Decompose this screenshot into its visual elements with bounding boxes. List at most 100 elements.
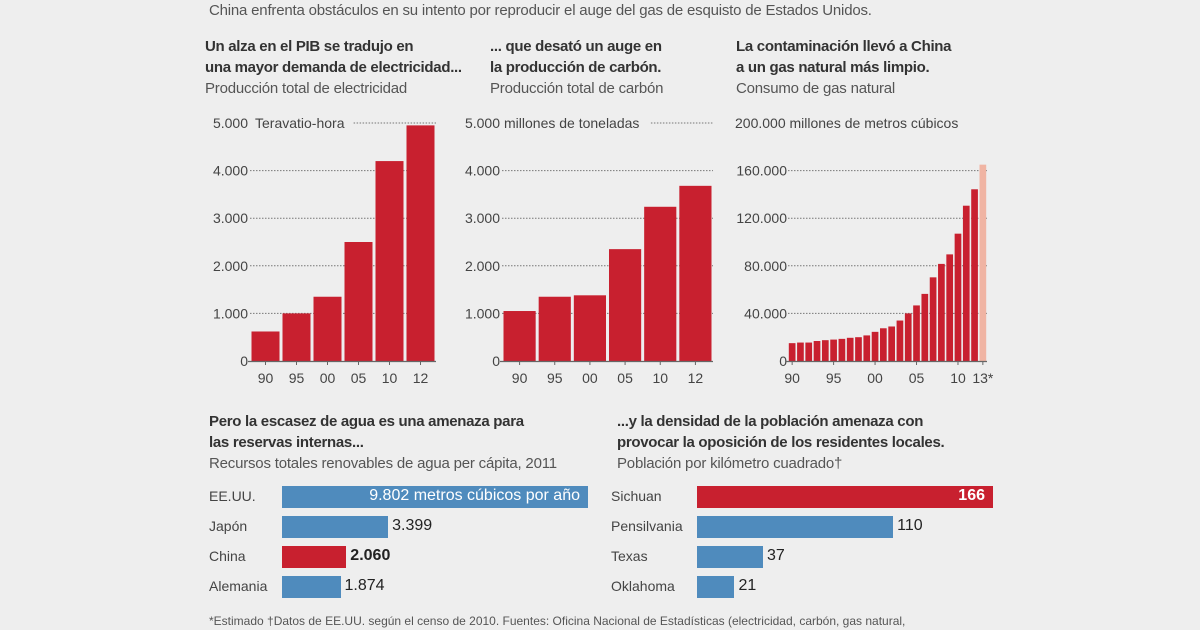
panel-title-line: Pero la escasez de agua es una amenaza p… — [209, 413, 524, 430]
bar — [679, 185, 712, 361]
bar — [888, 326, 895, 361]
bar — [797, 342, 804, 361]
ytick-label: 3.000 — [465, 210, 500, 226]
bar-value-label: 110 — [897, 517, 923, 534]
ytick-label: 0 — [492, 353, 500, 369]
bar — [962, 205, 970, 361]
bar — [821, 340, 829, 361]
bar — [573, 295, 606, 361]
bar-value-label: 3.399 — [392, 517, 433, 534]
ytick-label: 80.000 — [744, 258, 787, 274]
ytick-label: 1.000 — [465, 305, 500, 321]
bar — [282, 546, 347, 568]
ytick-label: 120.000 — [736, 210, 787, 226]
panel-coal: ... que desató un auge en la producción … — [490, 36, 663, 99]
panel-title-line: la producción de carbón. — [490, 59, 662, 76]
bar — [644, 206, 677, 361]
xtick-label: 90 — [784, 370, 800, 386]
panel-gas: La contaminación llevó a China a un gas … — [736, 36, 952, 99]
bar — [697, 516, 894, 538]
bar — [913, 305, 920, 361]
gas-chart: 0 40.000 80.000 120.000 160.000 200.000 millo… — [735, 115, 994, 386]
bar — [979, 164, 987, 361]
xtick-label: 00 — [320, 370, 336, 386]
bar — [788, 343, 796, 361]
bar — [946, 254, 954, 361]
panel-population: ...y la densidad de la población amenaza… — [617, 411, 945, 474]
xtick-label: 12 — [413, 370, 429, 386]
ytick-label: 40.000 — [744, 305, 787, 321]
bar — [282, 486, 588, 508]
bar-category-label: EE.UU. — [209, 488, 256, 504]
ytick-label: 2.000 — [213, 258, 248, 274]
bar — [406, 125, 435, 361]
ytick-label: 0 — [240, 353, 248, 369]
bar — [813, 341, 821, 361]
bar — [863, 335, 871, 361]
bar — [921, 293, 929, 361]
ytick-label: 4.000 — [465, 163, 500, 179]
bar — [971, 189, 978, 361]
bar-category-label: Alemania — [209, 578, 268, 594]
subhead: China enfrenta obstáculos en su intento … — [209, 2, 872, 19]
ytick-label: 1.000 — [213, 305, 248, 321]
ytick-label: 0 — [779, 353, 787, 369]
bar-category-label: Pensilvania — [611, 518, 683, 534]
panel-subtitle: Producción total de carbón — [490, 80, 664, 97]
bar — [855, 337, 862, 361]
bar — [938, 263, 945, 361]
panel-electricity: Un alza en el PIB se tradujo en una mayo… — [205, 36, 462, 99]
bar-value-label: 37 — [766, 547, 785, 564]
bar-value-label: 9.802 metros cúbicos por año — [369, 487, 580, 504]
bar — [904, 313, 912, 361]
bar — [375, 161, 404, 361]
water-chart: EE.UU. 9.802 metros cúbicos por año Japón 3… — [209, 486, 599, 606]
xtick-label: 00 — [582, 370, 598, 386]
xtick-label: 95 — [826, 370, 842, 386]
bar — [871, 331, 879, 361]
bar — [846, 337, 854, 361]
bar — [830, 339, 837, 361]
panel-title-line: provocar la oposición de los residentes … — [617, 434, 945, 451]
bar — [282, 516, 389, 538]
panel-subtitle: Producción total de electricidad — [205, 80, 408, 97]
xtick-label: 10 — [382, 370, 398, 386]
bar-value-label: 2.060 — [350, 547, 391, 564]
panel-subtitle: Población por kilómetro cuadrado† — [617, 455, 843, 472]
panel-subtitle: Consumo de gas natural — [736, 80, 896, 97]
panel-title-line: una mayor demanda de electricidad... — [205, 59, 462, 76]
xtick-label: 10 — [950, 370, 966, 386]
xtick-label: 12 — [688, 370, 704, 386]
electricity-chart: 0 1.000 2.000 3.000 4.000 5.000 Teravatio-hora… — [213, 115, 436, 386]
bar-category-label: China — [209, 548, 246, 564]
xtick-label: 90 — [258, 370, 274, 386]
bar — [251, 331, 280, 361]
bar — [896, 320, 904, 361]
xtick-label: 00 — [867, 370, 883, 386]
bar — [503, 311, 536, 361]
bar — [609, 249, 642, 361]
bar-value-label: 166 — [958, 487, 985, 504]
xtick-label: 05 — [909, 370, 925, 386]
bar-value-label: 21 — [738, 577, 757, 594]
bar — [954, 233, 962, 361]
xtick-label: 90 — [512, 370, 528, 386]
ytick-label: 4.000 — [213, 163, 248, 179]
bar — [282, 576, 341, 598]
bar — [880, 328, 887, 361]
bar — [697, 576, 735, 598]
bar-category-label: Oklahoma — [611, 578, 675, 594]
xtick-label: 10 — [652, 370, 668, 386]
bar — [538, 296, 571, 361]
bar — [344, 242, 373, 361]
panel-water: Pero la escasez de agua es una amenaza p… — [209, 411, 557, 474]
bar — [838, 338, 846, 361]
panel-title-line: a un gas natural más limpio. — [736, 59, 930, 76]
ytick-label: 5.000 — [213, 115, 248, 131]
bar — [313, 296, 342, 361]
xtick-label: 95 — [289, 370, 305, 386]
bar — [282, 313, 311, 361]
panel-title-line: ... que desató un auge en — [490, 38, 662, 55]
bar-category-label: Texas — [611, 548, 648, 564]
xtick-label: 05 — [617, 370, 633, 386]
